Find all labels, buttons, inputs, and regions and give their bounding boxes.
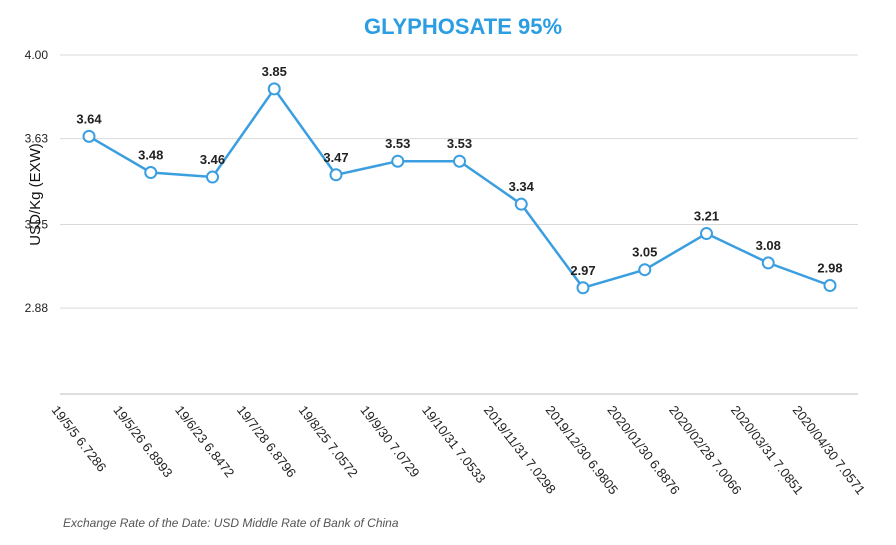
data-label: 3.46	[200, 152, 225, 167]
chart-title: GLYPHOSATE 95%	[364, 14, 562, 39]
data-label: 3.53	[447, 136, 472, 151]
data-point	[329, 168, 343, 182]
data-label: 3.21	[694, 209, 719, 224]
data-point	[82, 129, 96, 143]
y-tick-label: 3.63	[25, 132, 49, 146]
data-point	[453, 154, 466, 168]
data-label: 3.47	[323, 150, 348, 165]
x-tick-label: 19/6/23 6.8472	[172, 403, 237, 481]
x-tick-label: 19/8/25 7.0572	[296, 403, 361, 481]
data-point	[144, 166, 158, 180]
data-point	[638, 263, 652, 277]
y-tick-label: 2.88	[25, 301, 49, 315]
data-label: 2.97	[570, 263, 595, 278]
data-label: 3.64	[76, 111, 102, 126]
x-tick-label: 19/5/5 6.7286	[49, 403, 110, 475]
data-label: 3.85	[262, 64, 287, 79]
data-label: 3.08	[756, 238, 781, 253]
y-tick-labels: 2.88 3.25 3.63 4.00	[25, 48, 49, 315]
data-label: 3.48	[138, 148, 163, 163]
y-axis-label: USD/Kg (EXW)	[27, 143, 44, 246]
data-label: 3.34	[509, 179, 535, 194]
data-label: 3.53	[385, 136, 410, 151]
x-tick-label: 19/10/31 7.0533	[419, 403, 489, 486]
data-points	[82, 82, 837, 295]
data-label: 2.98	[817, 261, 842, 276]
data-point	[823, 279, 837, 293]
x-tick-label: 19/9/30 7.0729	[357, 403, 422, 481]
data-point	[700, 227, 713, 241]
grid	[60, 54, 858, 395]
y-tick-label: 3.25	[25, 218, 49, 232]
data-point	[514, 197, 528, 211]
footnote: Exchange Rate of the Date: USD Middle Ra…	[63, 516, 399, 530]
data-labels: 3.64 3.48 3.46 3.85 3.47 3.53 3.53 3.34 2.97 3.05…	[76, 64, 842, 278]
data-point	[576, 281, 590, 295]
x-tick-label: 19/5/26 6.8993	[110, 403, 175, 481]
x-tick-label: 19/7/28 6.8796	[234, 403, 299, 481]
series-line	[88, 86, 831, 290]
data-point	[391, 154, 405, 168]
data-point	[761, 256, 775, 270]
data-label: 3.05	[632, 245, 657, 260]
data-point	[206, 170, 219, 184]
y-tick-label: 4.00	[25, 48, 49, 62]
data-point	[267, 82, 281, 96]
